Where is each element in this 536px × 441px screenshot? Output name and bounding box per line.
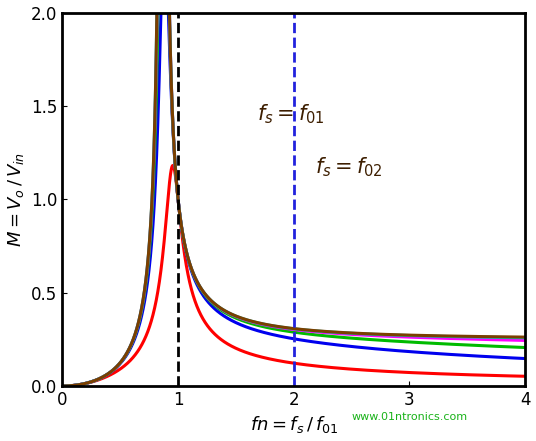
Text: www.01ntronics.com: www.01ntronics.com: [352, 411, 468, 422]
Text: $f_s=f_{01}$: $f_s=f_{01}$: [257, 103, 324, 127]
X-axis label: $fn=f_s\,/\,f_{01}$: $fn=f_s\,/\,f_{01}$: [250, 415, 338, 435]
Text: $f_s=f_{02}$: $f_s=f_{02}$: [315, 155, 382, 179]
Y-axis label: $M=V_o\,/\,V_{in}$: $M=V_o\,/\,V_{in}$: [5, 152, 26, 247]
